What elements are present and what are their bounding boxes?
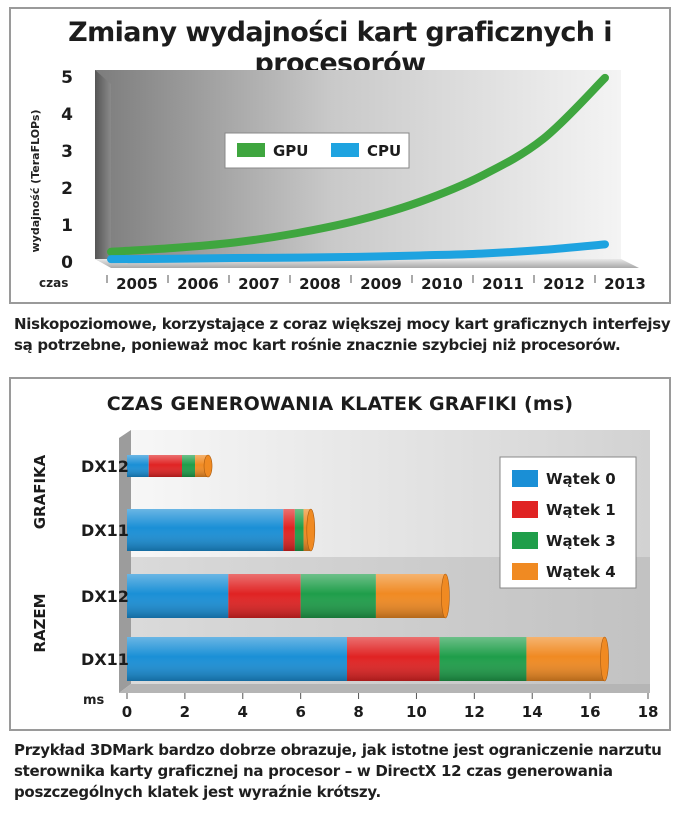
bar-shading bbox=[127, 455, 209, 477]
x-tick-label: 18 bbox=[638, 703, 659, 721]
x-tick-label: 2013 bbox=[604, 275, 646, 293]
x-tick-label: 10 bbox=[406, 703, 427, 721]
legend-swatch-wątek-0 bbox=[512, 470, 538, 487]
x-tick-label: 2005 bbox=[116, 275, 158, 293]
x-tick-label: 2011 bbox=[482, 275, 524, 293]
y-tick-label: 0 bbox=[61, 253, 73, 273]
group-label-grafika: GRAFIKA bbox=[31, 454, 49, 529]
y-tick-label: 5 bbox=[61, 68, 73, 88]
y-tick-label: 1 bbox=[61, 216, 73, 236]
bar-shading bbox=[127, 637, 605, 681]
category-label: DX11 bbox=[81, 650, 129, 669]
bar-end-cap bbox=[441, 573, 450, 619]
legend-label-cpu: CPU bbox=[367, 142, 401, 160]
x-tick-label: 12 bbox=[464, 703, 485, 721]
x-tick-label: 2012 bbox=[543, 275, 585, 293]
x-tick-label: 2009 bbox=[360, 275, 402, 293]
x-axis-title: ms bbox=[83, 693, 105, 708]
category-label: DX12 bbox=[81, 587, 129, 606]
bar-end-cap bbox=[203, 454, 213, 478]
series-line-cpu bbox=[107, 240, 609, 264]
y-tick-label: 4 bbox=[61, 105, 73, 125]
bar-end-cap bbox=[306, 508, 316, 552]
x-tick-label: 16 bbox=[580, 703, 601, 721]
group-label-razem: RAZEM bbox=[31, 593, 49, 652]
x-tick-label: 0 bbox=[122, 703, 132, 721]
legend-swatch-wątek-1 bbox=[512, 501, 538, 518]
legend-label-wątek-0: Wątek 0 bbox=[546, 470, 616, 488]
x-tick-label: 8 bbox=[353, 703, 363, 721]
legend-label-wątek-4: Wątek 4 bbox=[546, 563, 616, 581]
y-axis-title: wydajność (TeraFLOPs) bbox=[29, 110, 42, 253]
x-tick-label: 14 bbox=[522, 703, 543, 721]
legend-swatch-gpu bbox=[237, 143, 265, 157]
bar-end-cap bbox=[600, 636, 609, 682]
x-tick-label: 2007 bbox=[238, 275, 280, 293]
legend-label-gpu: GPU bbox=[273, 142, 309, 160]
chart-title: CZAS GENEROWANIA KLATEK GRAFIKI (ms) bbox=[106, 393, 574, 415]
x-tick-label: 4 bbox=[238, 703, 248, 721]
y-tick-label: 2 bbox=[61, 179, 73, 199]
frame-time-chart-panel: CZAS GENEROWANIA KLATEK GRAFIKI (ms) 0 2 4… bbox=[9, 377, 671, 731]
performance-chart-panel: Zmiany wydajności kart graficznych i pro… bbox=[9, 7, 671, 304]
x-tick-label: 2 bbox=[180, 703, 190, 721]
legend-swatch-cpu bbox=[331, 143, 359, 157]
chart-title: Zmiany wydajności kart graficznych i pro… bbox=[68, 17, 612, 79]
bar-shading bbox=[127, 509, 311, 551]
plot-side-wall bbox=[95, 70, 111, 267]
x-axis-title: czas bbox=[39, 276, 68, 290]
legend-swatch-wątek-3 bbox=[512, 532, 538, 549]
chart-caption: Niskopoziomowe, korzystające z coraz wię… bbox=[14, 315, 671, 354]
series-line-gpu bbox=[107, 73, 609, 256]
plot-side-wall bbox=[119, 430, 131, 693]
legend-swatch-wątek-4 bbox=[512, 563, 538, 580]
category-label: DX11 bbox=[81, 521, 129, 540]
frame-time-bar-chart: 0 2 4 6 8 10 12 14 16 18 DX12 DX11 DX12 DX11 GRAFIKA… bbox=[31, 430, 659, 721]
chart-caption: Przykład 3DMark bardzo dobrze obrazuje, … bbox=[14, 741, 662, 801]
performance-line-chart: 0 1 2 3 4 5 2005 2006 2007 2008 2009 2010 2011 2012 20… bbox=[29, 68, 646, 293]
legend-label-wątek-1: Wątek 1 bbox=[546, 501, 616, 519]
x-tick-label: 2008 bbox=[299, 275, 341, 293]
x-tick-label: 6 bbox=[295, 703, 305, 721]
x-tick-label: 2010 bbox=[421, 275, 463, 293]
plot-floor bbox=[119, 684, 650, 693]
x-tick-label: 2006 bbox=[177, 275, 219, 293]
bar-shading bbox=[127, 574, 446, 618]
legend-label-wątek-3: Wątek 3 bbox=[546, 532, 616, 550]
y-tick-label: 3 bbox=[61, 142, 73, 162]
category-label: DX12 bbox=[81, 457, 129, 476]
